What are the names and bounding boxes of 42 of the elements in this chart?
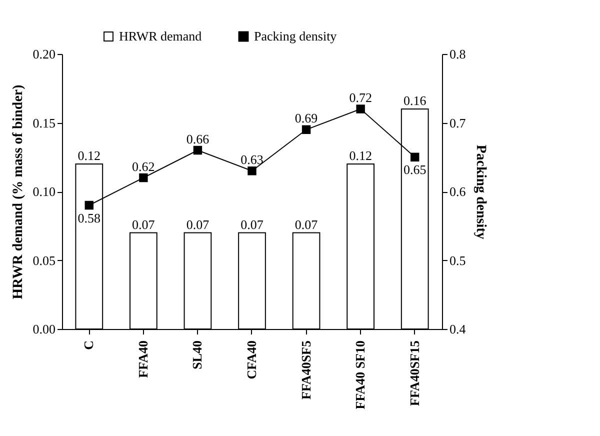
data-label: 0.63 (240, 152, 264, 167)
y-tick-label: 0.15 (32, 115, 56, 130)
x-tick-label: C (81, 340, 96, 350)
data-label: 0.72 (349, 90, 372, 105)
data-label: 0.07 (294, 216, 318, 232)
point (84, 200, 94, 210)
legend-label: Packing density (254, 28, 338, 44)
x-tick-label: CFA40 (244, 340, 259, 380)
y-tick-label: 0.05 (32, 252, 56, 268)
point (139, 173, 148, 182)
point (193, 146, 202, 155)
y2-tick-label: 0.8 (450, 46, 466, 62)
data-label: 0.07 (186, 216, 210, 232)
legend-label: HRWR demand (119, 28, 202, 44)
y-axis-title: HRWR demand (% mass of binder) (10, 84, 26, 300)
data-label: 0.12 (349, 148, 372, 163)
data-label: 0.66 (186, 131, 210, 146)
y-tick-label: 0.10 (32, 184, 56, 199)
x-tick-label: FFA40SF5 (298, 340, 314, 400)
data-label: 0.07 (240, 216, 264, 232)
data-label: 0.58 (78, 210, 101, 226)
x-tick-label: FFA40 (135, 340, 150, 378)
point (302, 125, 311, 134)
y2-tick-label: 0.5 (450, 252, 466, 268)
data-label: 0.62 (132, 158, 155, 174)
data-label: 0.16 (403, 93, 427, 108)
x-tick-label: FFA40SF15 (406, 340, 422, 406)
point (356, 104, 365, 114)
point (410, 152, 420, 162)
y2-tick-label: 0.4 (450, 322, 466, 336)
data-label: 0.65 (403, 162, 426, 178)
point (248, 166, 256, 176)
y2-tick-label: 0.6 (450, 184, 466, 199)
x-tick-label: SL40 (190, 340, 205, 370)
y-tick-label: 0.00 (32, 322, 56, 336)
y2-tick-label: 0.7 (450, 115, 466, 130)
data-label: 0.69 (294, 110, 318, 126)
y2-axis-title: Packing density (472, 144, 488, 240)
x-tick-label: FFA40 SF10 (352, 340, 368, 410)
data-label: 0.12 (78, 148, 101, 163)
y-tick-label: 0.20 (32, 46, 56, 62)
data-label: 0.07 (132, 216, 156, 232)
